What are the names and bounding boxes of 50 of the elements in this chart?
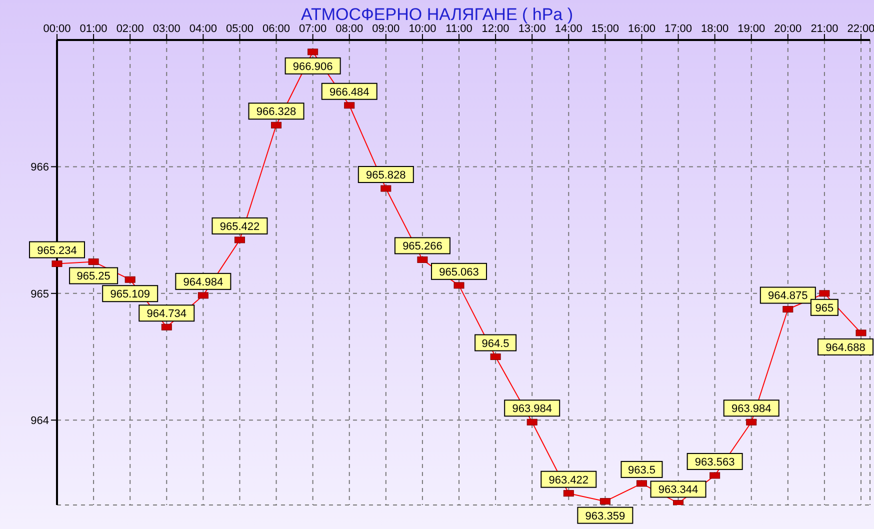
data-label: 963.984: [731, 403, 772, 416]
data-label: 966.484: [329, 86, 370, 98]
x-tick-label: 15:00: [591, 23, 619, 35]
data-label: 963.344: [658, 484, 698, 496]
x-tick-label: 16:00: [628, 23, 656, 35]
x-tick-label: 12:00: [482, 23, 510, 35]
x-tick-label: 20:00: [774, 23, 802, 35]
x-tick-label: 17:00: [664, 23, 692, 35]
data-label: 963.422: [548, 474, 589, 486]
data-label: 965.422: [220, 220, 260, 233]
x-tick-label: 19:00: [738, 23, 766, 35]
x-tick-label: 13:00: [518, 23, 546, 35]
data-label: 966.328: [256, 106, 296, 118]
data-label: 964.875: [768, 290, 808, 302]
data-label: 964.734: [146, 308, 187, 320]
x-tick-label: 03:00: [152, 23, 180, 35]
x-tick-label: 06:00: [262, 23, 290, 35]
y-tick-label: 966: [30, 162, 49, 174]
x-tick-label: 18:00: [701, 23, 729, 35]
data-label: 965.266: [402, 240, 442, 253]
data-label: 964.688: [826, 342, 866, 354]
data-label: 965.828: [366, 169, 406, 182]
data-label: 965.063: [439, 266, 479, 278]
x-tick-label: 14:00: [554, 23, 582, 35]
y-tick-label: 965: [30, 288, 49, 300]
chart-title: АТМОСФЕРНО НАЛЯГАНЕ ( hPa ): [300, 5, 574, 24]
data-label: 963.5: [628, 464, 656, 476]
x-tick-label: 04:00: [189, 23, 217, 35]
x-tick-label: 02:00: [116, 23, 144, 35]
x-tick-label: 09:00: [372, 23, 400, 35]
x-tick-label: 11:00: [446, 23, 472, 35]
data-label: 965.109: [110, 288, 150, 301]
data-label: 965: [815, 302, 834, 314]
data-label: 964.5: [482, 338, 510, 350]
x-tick-label: 00:00: [43, 23, 71, 35]
data-label: 963.563: [694, 456, 735, 468]
x-tick-label: 07:00: [299, 23, 327, 35]
x-tick-label: 01:00: [80, 23, 108, 35]
data-label: 965.234: [37, 244, 77, 257]
data-label: 965.25: [76, 270, 110, 283]
data-label: 964.984: [183, 276, 224, 288]
data-label: 963.359: [585, 510, 626, 522]
x-tick-label: 21:00: [810, 23, 838, 35]
x-tick-label: 08:00: [336, 23, 364, 35]
data-label: 963.984: [512, 403, 552, 416]
x-tick-label: 05:00: [226, 23, 254, 35]
data-label: 966.906: [292, 60, 333, 73]
y-tick-label: 964: [30, 415, 49, 428]
x-tick-label: 10:00: [408, 23, 436, 35]
x-tick-label: 22:00: [847, 23, 874, 35]
